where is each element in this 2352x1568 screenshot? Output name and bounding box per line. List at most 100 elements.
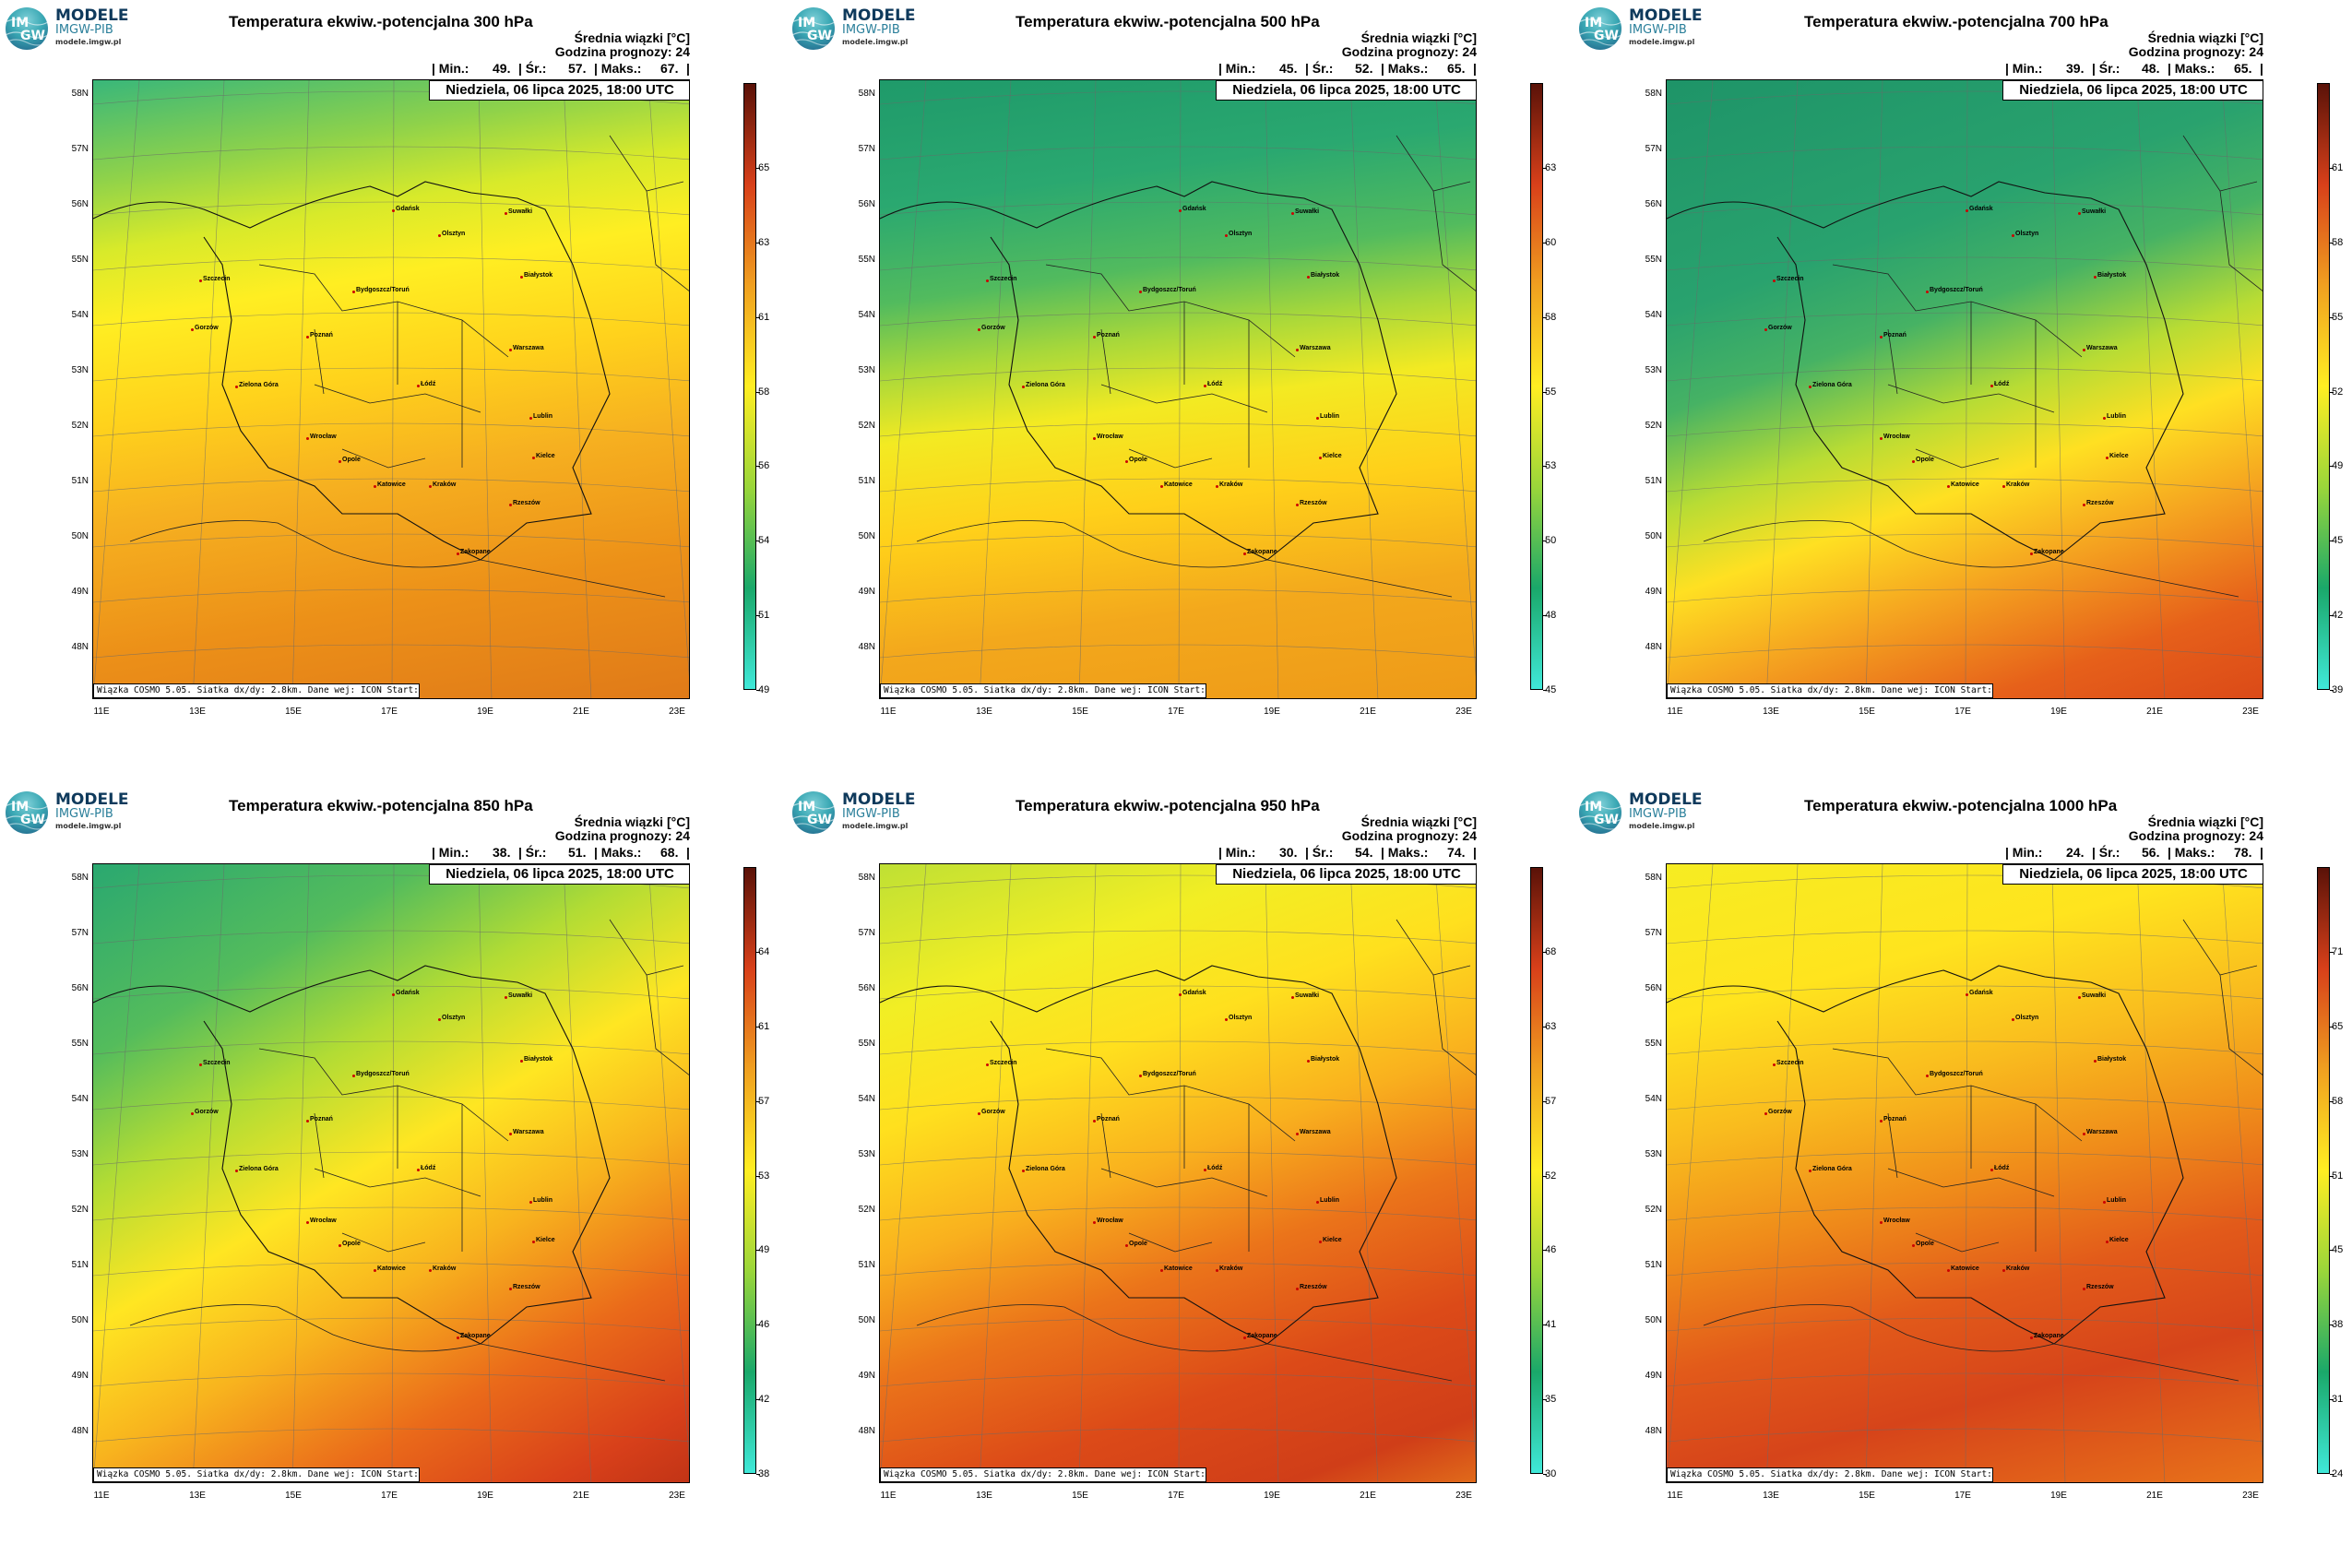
city-label: Gdańsk xyxy=(392,990,420,996)
longitude-label: 15E xyxy=(1072,707,1088,717)
logo-mark-top: IM xyxy=(11,800,30,814)
city-label: Zielona Góra xyxy=(235,1166,279,1172)
colorbar-tick-label: 50 xyxy=(1545,535,1557,547)
latitude-label: 56N xyxy=(71,983,89,993)
city-label: Warszawa xyxy=(509,1129,544,1135)
city-label: Kielce xyxy=(2106,453,2129,459)
stat-max-value: 68. xyxy=(660,845,679,860)
colorbar-tick-label: 55 xyxy=(1545,386,1557,398)
imgw-logo-icon: IM GW xyxy=(792,7,835,50)
city-label: Opole xyxy=(1125,457,1147,463)
latitude-label: 48N xyxy=(71,642,89,652)
city-label: Szczecin xyxy=(986,276,1017,282)
latitude-label: 48N xyxy=(858,1426,875,1436)
latitude-label: 54N xyxy=(71,310,89,320)
latitude-label: 55N xyxy=(858,255,875,265)
city-label: Gorzów xyxy=(1764,1109,1792,1115)
forecast-date: Niedziela, 06 lipca 2025, 18:00 UTC xyxy=(1216,80,1476,101)
colorbar-tick-label: 61 xyxy=(758,311,770,323)
city-label: Białystok xyxy=(2093,1056,2127,1063)
city-label: Bydgoszcz/Toruń xyxy=(1926,287,1983,293)
longitude-label: 11E xyxy=(880,1491,897,1501)
longitude-label: 19E xyxy=(2050,1491,2067,1501)
latitude-label: 58N xyxy=(858,89,875,99)
city-label: Bydgoszcz/Toruń xyxy=(1139,287,1196,293)
logo-text: MODELE IMGW-PIB modele.imgw.pl xyxy=(1629,7,1703,47)
longitude-label: 21E xyxy=(2146,707,2163,717)
longitude-label: 21E xyxy=(573,1491,589,1501)
colorbar-tick-mark xyxy=(756,540,760,542)
longitude-label: 11E xyxy=(880,707,897,717)
city-label: Suwałki xyxy=(1290,208,1320,215)
latitude-label: 54N xyxy=(858,1094,875,1104)
colorbar-tick-label: 49 xyxy=(2332,460,2344,472)
colorbar-tick-label: 57 xyxy=(758,1095,770,1107)
colorbar-tick-label: 68 xyxy=(1545,946,1557,957)
colorbar-tick-mark xyxy=(756,316,760,318)
colorbar-tick-label: 46 xyxy=(1545,1244,1557,1256)
colorbar-tick-mark xyxy=(1543,1324,1547,1326)
city-label: Zielona Góra xyxy=(1022,382,1065,388)
colorbar-tick-mark xyxy=(1543,690,1547,691)
latitude-label: 48N xyxy=(858,642,875,652)
map-panel-p300: IM GW MODELE IMGW-PIB modele.imgw.pl Temperat… xyxy=(0,0,784,784)
city-label: Wrocław xyxy=(1880,434,1910,440)
city-label: Gdańsk xyxy=(1966,990,1993,996)
colorbar-tick-mark xyxy=(1543,168,1547,169)
latitude-label: 49N xyxy=(858,1371,875,1381)
city-label: Bydgoszcz/Toruń xyxy=(352,287,410,293)
latitude-label: 51N xyxy=(71,1260,89,1270)
longitude-label: 19E xyxy=(1264,707,1280,717)
city-label: Łódź xyxy=(1990,1165,2010,1171)
colorbar-tick-mark xyxy=(756,690,760,691)
map-info: Średnia wiązki [°C] Godzina prognozy: 24 xyxy=(2129,815,2263,843)
forecast-date: Niedziela, 06 lipca 2025, 18:00 UTC xyxy=(1216,864,1476,885)
colorbar-tick-label: 41 xyxy=(1545,1319,1557,1331)
info-units: Średnia wiązki [°C] xyxy=(2147,814,2263,829)
city-label: Kraków xyxy=(428,1265,457,1272)
stat-max-value: 65. xyxy=(2234,61,2252,76)
colorbar-tick-mark xyxy=(756,466,760,468)
city-label: Zakopane xyxy=(457,549,491,555)
city-label: Łódź xyxy=(1990,381,2010,387)
latitude-label: 56N xyxy=(858,983,875,993)
city-label: Katowice xyxy=(1160,481,1193,488)
stat-end-bar: | xyxy=(1473,845,1477,860)
city-label: Opole xyxy=(339,457,361,463)
latitude-label: 51N xyxy=(1645,1260,1662,1270)
colorbar-tick-mark xyxy=(756,1399,760,1401)
map-info: Średnia wiązki [°C] Godzina prognozy: 24 xyxy=(1342,815,1477,843)
colorbar-tick-mark xyxy=(2330,466,2334,468)
logo-text: MODELE IMGW-PIB modele.imgw.pl xyxy=(842,7,916,47)
map-info: Średnia wiązki [°C] Godzina prognozy: 24 xyxy=(2129,31,2263,59)
city-label: Suwałki xyxy=(2077,992,2107,999)
colorbar-tick-mark xyxy=(2330,316,2334,318)
city-label: Szczecin xyxy=(199,276,231,282)
logo-org: IMGW-PIB xyxy=(842,807,900,821)
colorbar-tick-label: 63 xyxy=(1545,1020,1557,1032)
colorbar-tick-mark xyxy=(2330,1324,2334,1326)
latitude-label: 57N xyxy=(71,144,89,154)
longitude-label: 17E xyxy=(1168,707,1184,717)
colorbar-tick-label: 31 xyxy=(2332,1394,2344,1406)
stat-min-value: 39. xyxy=(2066,61,2085,76)
logo-mark-bottom: GW xyxy=(1594,29,1619,43)
map-stats: | Min.: 30. | Śr.: 54. | Maks.: 74. | xyxy=(1218,845,1477,861)
city-label: Gdańsk xyxy=(1966,206,1993,212)
logo-mark-bottom: GW xyxy=(807,29,832,43)
latitude-label: 50N xyxy=(1645,1315,1662,1325)
latitude-label: 56N xyxy=(1645,199,1662,209)
stat-max-value: 74. xyxy=(1447,845,1466,860)
latitude-label: 49N xyxy=(1645,587,1662,597)
city-label: Suwałki xyxy=(504,208,533,215)
colorbar-tick-mark xyxy=(1543,1250,1547,1252)
colorbar-tick-label: 30 xyxy=(1545,1468,1557,1479)
colorbar-tick-label: 24 xyxy=(2332,1468,2344,1479)
longitude-label: 17E xyxy=(381,707,398,717)
latitude-label: 53N xyxy=(858,365,875,375)
imgw-logo: IM GW MODELE IMGW-PIB modele.imgw.pl xyxy=(1579,6,1717,52)
city-label: Łódź xyxy=(416,1165,436,1171)
colorbar-tick-label: 38 xyxy=(2332,1319,2344,1331)
city-label: Białystok xyxy=(1306,272,1340,279)
stat-min-label: | Min.: xyxy=(432,61,469,76)
